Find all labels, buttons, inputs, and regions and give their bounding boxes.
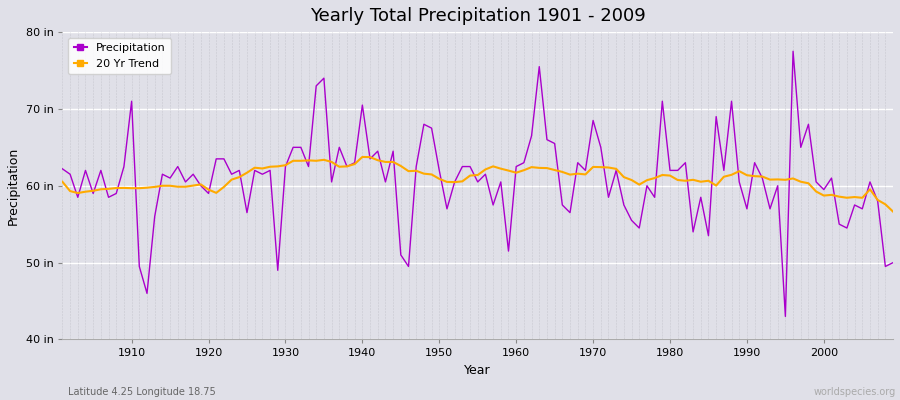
Y-axis label: Precipitation: Precipitation: [7, 147, 20, 225]
Text: worldspecies.org: worldspecies.org: [814, 387, 896, 397]
X-axis label: Year: Year: [464, 364, 491, 377]
Legend: Precipitation, 20 Yr Trend: Precipitation, 20 Yr Trend: [68, 38, 171, 74]
Title: Yearly Total Precipitation 1901 - 2009: Yearly Total Precipitation 1901 - 2009: [310, 7, 645, 25]
Text: Latitude 4.25 Longitude 18.75: Latitude 4.25 Longitude 18.75: [68, 387, 215, 397]
